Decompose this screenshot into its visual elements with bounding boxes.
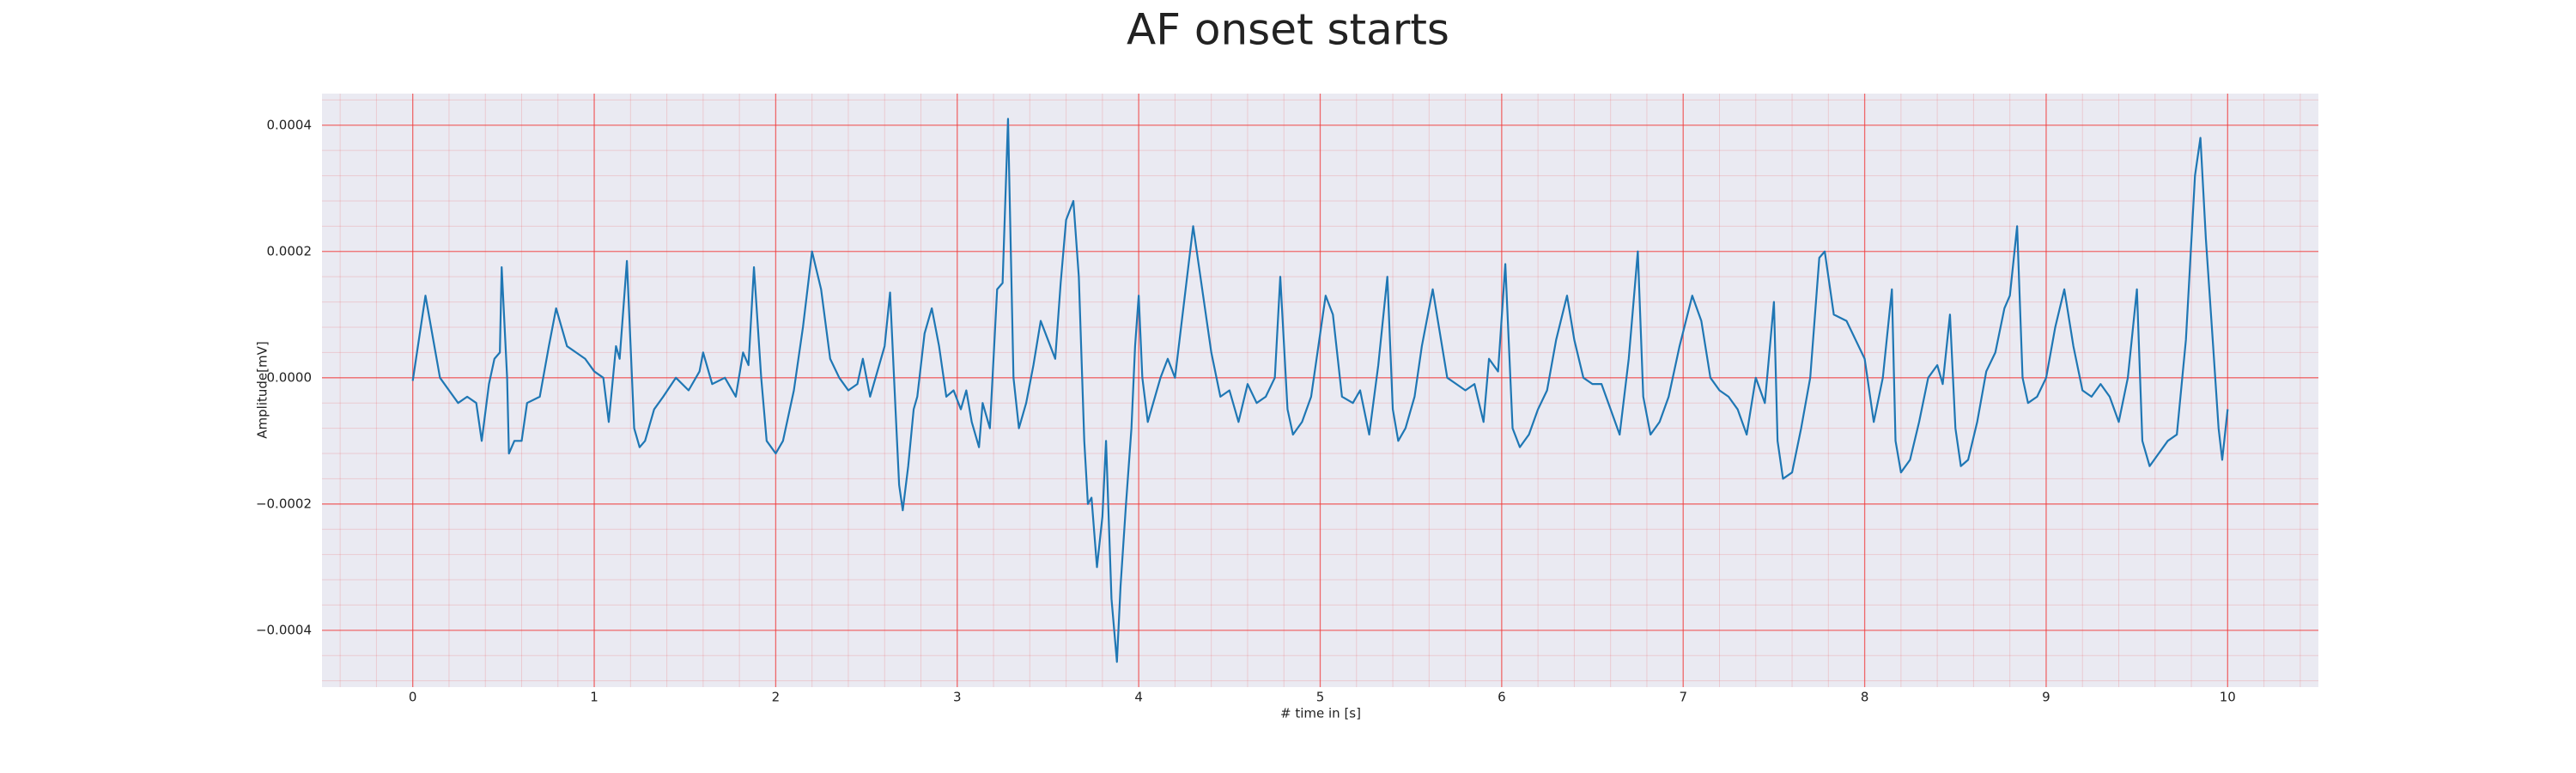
x-tick-label: 3 [953,690,962,705]
x-tick-label: 7 [1679,690,1687,705]
x-tick-label: 5 [1316,690,1325,705]
x-tick-label: 6 [1498,690,1506,705]
y-tick-label: 0.0000 [267,369,313,385]
grid [322,94,2318,687]
x-tick-label: 9 [2042,690,2050,705]
y-tick-label: 0.0004 [267,117,313,132]
x-tick-label: 0 [409,690,417,705]
labels: 0 1 2 3 4 5 6 7 8 9 10 −0.0004 −0.0002 0.0000 0.0002 0.… [256,117,2236,704]
x-tick-label: 2 [772,690,781,705]
y-axis-label: Amplitude[mV] [255,341,270,438]
x-tick-label: 10 [2220,690,2236,705]
y-tick-label: 0.0002 [267,243,313,259]
x-tick-label: 8 [1861,690,1869,705]
signal-line [411,118,2229,663]
x-axis-label: # time in [s] [1280,706,1361,721]
x-tick-label: 4 [1134,690,1143,705]
y-tick-label: −0.0002 [256,496,312,511]
data [411,118,2229,663]
y-tick-label: −0.0004 [256,622,312,637]
chart-title: AF onset starts [1127,5,1449,55]
x-tick-label: 1 [590,690,598,705]
